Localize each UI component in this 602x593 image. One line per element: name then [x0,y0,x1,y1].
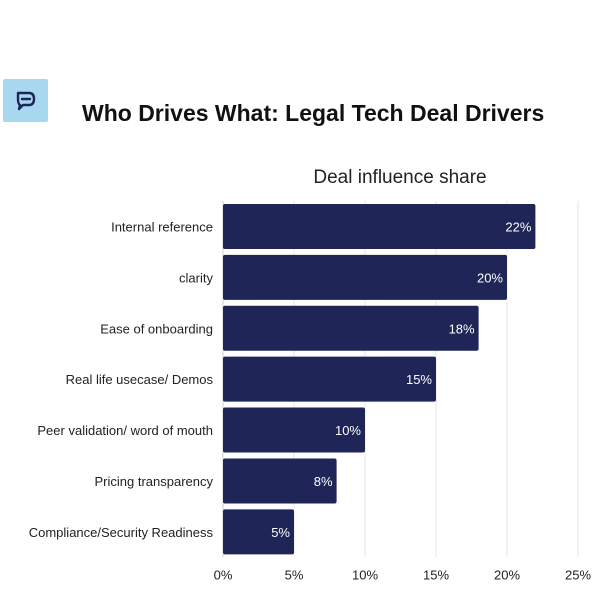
data-label: 18% [449,321,475,336]
x-tick-label: 15% [423,567,449,582]
category-label: Pricing transparency [95,474,214,489]
bar [223,407,365,453]
labels: 0% 5% 10% 15% 20% 25% 22% Internal reference 20%… [29,219,592,582]
category-label: Ease of onboarding [100,321,213,336]
x-tick-label: 10% [352,567,378,582]
bar [223,254,507,300]
data-label: 15% [406,372,432,387]
bar [223,458,337,504]
bar [223,203,536,249]
x-tick-label: 0% [214,567,233,582]
bars [223,203,536,555]
data-label: 22% [505,219,531,234]
category-label: Compliance/Security Readiness [29,525,214,540]
chat-bubble-icon [16,91,36,111]
bar [223,305,479,351]
data-label: 8% [314,474,333,489]
category-label: Peer validation/ word of mouth [37,423,213,438]
logo [3,79,48,122]
category-label: clarity [179,270,213,285]
x-tick-label: 20% [494,567,520,582]
data-label: 5% [271,525,290,540]
bar [223,356,436,402]
x-tick-label: 5% [285,567,304,582]
chart-title: Deal influence share [313,167,486,188]
x-tick-label: 25% [565,567,591,582]
bar [223,509,294,555]
page-title: Who Drives What: Legal Tech Deal Drivers [82,100,545,126]
category-label: Internal reference [111,219,213,234]
category-label: Real life usecase/ Demos [66,372,214,387]
data-label: 10% [335,423,361,438]
data-label: 20% [477,270,503,285]
